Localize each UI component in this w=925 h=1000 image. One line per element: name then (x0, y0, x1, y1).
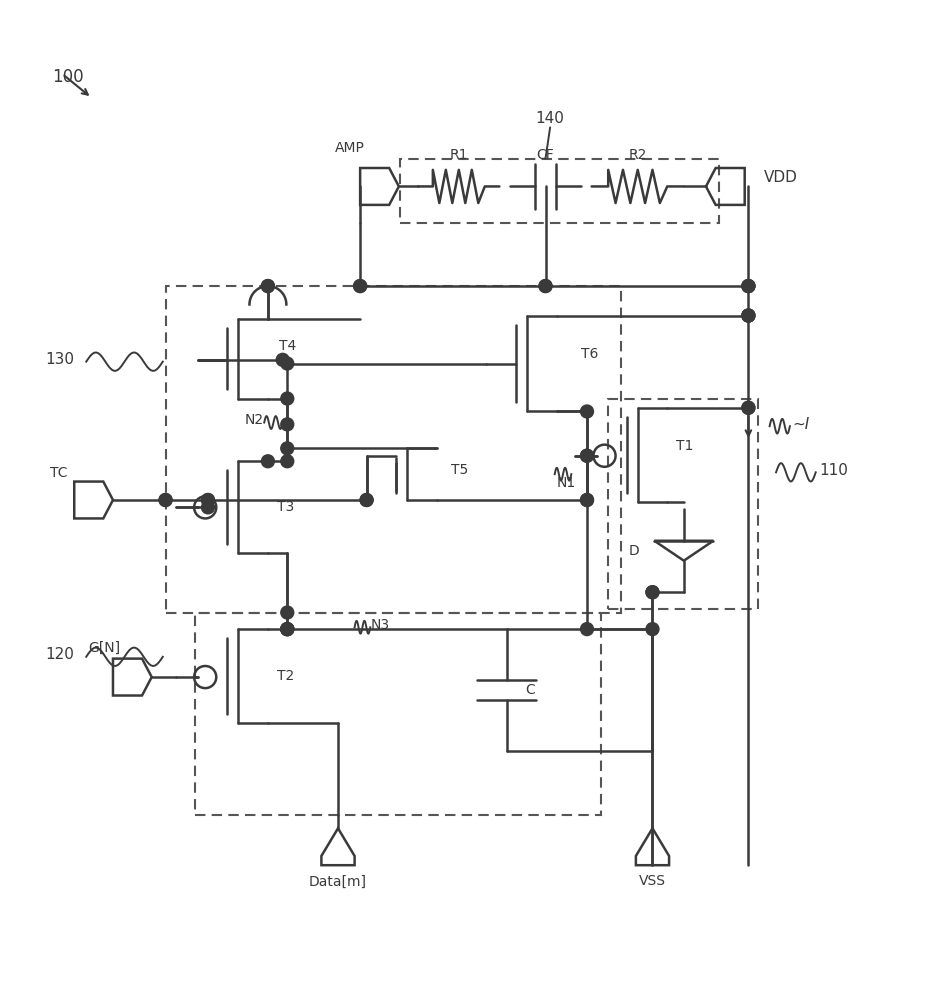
Circle shape (353, 280, 366, 293)
Circle shape (202, 501, 215, 514)
Circle shape (202, 494, 215, 506)
Bar (195, 613, 601, 815)
Text: 140: 140 (536, 111, 564, 126)
Text: 120: 120 (45, 647, 75, 662)
Text: 130: 130 (45, 352, 75, 367)
Text: ~I: ~I (793, 417, 810, 432)
Text: Data[m]: Data[m] (309, 874, 367, 888)
Bar (400, 159, 719, 223)
Circle shape (262, 280, 275, 293)
Text: T3: T3 (278, 500, 294, 514)
Text: VDD: VDD (764, 170, 798, 185)
Circle shape (581, 494, 594, 506)
Text: VSS: VSS (639, 874, 666, 888)
Circle shape (581, 449, 594, 462)
Text: TC: TC (50, 466, 68, 480)
Text: T1: T1 (676, 439, 694, 453)
Circle shape (581, 405, 594, 418)
Circle shape (360, 494, 373, 506)
Bar (609, 399, 758, 609)
Circle shape (581, 449, 594, 462)
Text: 110: 110 (820, 463, 848, 478)
Text: D: D (629, 544, 639, 558)
Text: CF: CF (536, 148, 554, 162)
Circle shape (281, 623, 294, 636)
Circle shape (742, 309, 755, 322)
Circle shape (281, 623, 294, 636)
Text: C: C (525, 683, 535, 697)
Circle shape (742, 280, 755, 293)
Text: AMP: AMP (335, 141, 365, 155)
Circle shape (742, 309, 755, 322)
Circle shape (281, 455, 294, 468)
Text: T6: T6 (582, 347, 598, 361)
Circle shape (281, 623, 294, 636)
Text: R2: R2 (628, 148, 647, 162)
Circle shape (277, 353, 290, 366)
Circle shape (202, 494, 215, 506)
Circle shape (281, 357, 294, 370)
Text: T2: T2 (278, 669, 294, 683)
Circle shape (159, 494, 172, 506)
Text: N2: N2 (244, 413, 264, 427)
Circle shape (742, 401, 755, 414)
Circle shape (353, 280, 366, 293)
Circle shape (281, 392, 294, 405)
Text: G[N]: G[N] (89, 641, 121, 655)
Circle shape (281, 623, 294, 636)
Circle shape (281, 606, 294, 619)
Circle shape (159, 494, 172, 506)
Circle shape (539, 280, 552, 293)
Circle shape (646, 586, 659, 599)
Circle shape (281, 442, 294, 455)
Text: N3: N3 (370, 618, 389, 632)
Text: 100: 100 (52, 68, 84, 86)
Circle shape (360, 494, 373, 506)
Circle shape (742, 401, 755, 414)
Circle shape (581, 623, 594, 636)
Circle shape (742, 309, 755, 322)
Circle shape (646, 586, 659, 599)
Circle shape (742, 280, 755, 293)
Circle shape (539, 280, 552, 293)
Circle shape (742, 280, 755, 293)
Text: N1: N1 (557, 476, 576, 490)
Circle shape (262, 455, 275, 468)
Text: T4: T4 (279, 339, 296, 353)
Circle shape (262, 280, 275, 293)
Bar (166, 286, 621, 613)
Circle shape (646, 623, 659, 636)
Text: T5: T5 (451, 463, 469, 477)
Text: R1: R1 (450, 148, 468, 162)
Circle shape (281, 418, 294, 431)
Circle shape (581, 494, 594, 506)
